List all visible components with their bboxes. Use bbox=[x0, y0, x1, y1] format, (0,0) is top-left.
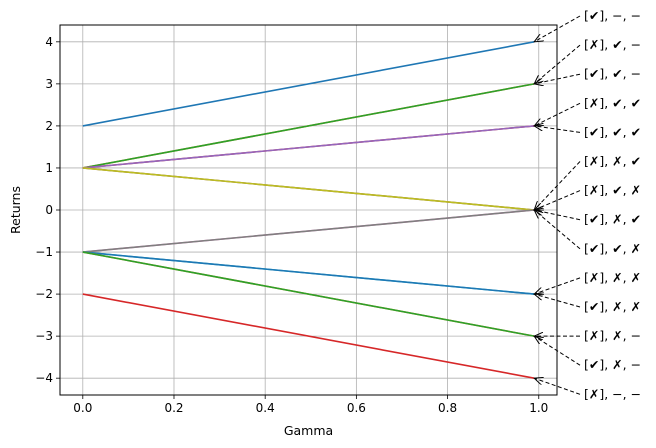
annotation-arrow bbox=[534, 277, 581, 294]
annotation-label: [✗], ✔, ✗ bbox=[584, 183, 641, 198]
annotation-arrow bbox=[534, 126, 581, 133]
series-line-2 bbox=[82, 83, 535, 169]
annotation-label: [✔], ✗, − bbox=[584, 357, 641, 372]
grid bbox=[60, 25, 557, 395]
annotation-arrow bbox=[534, 102, 581, 126]
x-tick-label: 0.8 bbox=[438, 401, 457, 415]
y-tick-label: −2 bbox=[35, 287, 53, 301]
annotation-arrow bbox=[534, 73, 581, 84]
annotation-label: [✔], ✗, ✗ bbox=[584, 299, 641, 314]
series-lines bbox=[82, 41, 535, 379]
annotation-label: [✗], −, − bbox=[584, 386, 641, 401]
annotation-label: [✗], ✗, ✔ bbox=[584, 154, 641, 169]
annotation-arrow bbox=[534, 294, 581, 308]
annotation-arrow bbox=[534, 336, 581, 366]
annotation-arrow bbox=[534, 161, 581, 211]
x-tick-label: 0.6 bbox=[347, 401, 366, 415]
x-tick-label: 0.4 bbox=[256, 401, 275, 415]
annotation-label: [✗], ✔, − bbox=[584, 37, 641, 52]
annotation-arrow bbox=[534, 190, 581, 210]
y-tick-label: 3 bbox=[45, 77, 53, 91]
annotation-label: [✔], ✔, ✔ bbox=[584, 124, 641, 139]
annotation-arrow bbox=[534, 15, 581, 42]
x-tick-label: 0.2 bbox=[164, 401, 183, 415]
y-tick-label: −1 bbox=[35, 245, 53, 259]
annotation-arrow bbox=[534, 44, 581, 84]
series-line-13 bbox=[82, 293, 535, 379]
annotation-label: [✗], ✔, ✔ bbox=[584, 95, 641, 110]
series-line-12 bbox=[82, 251, 535, 337]
y-tick-label: −4 bbox=[35, 371, 53, 385]
y-tick-label: 1 bbox=[45, 161, 53, 175]
annotation-label: [✔], ✗, ✔ bbox=[584, 212, 641, 227]
series-line-4 bbox=[82, 125, 535, 169]
annotation-label: [✔], −, − bbox=[584, 8, 641, 23]
axis-ticks: 0.0 0.2 0.4 0.6 0.8 1.0 −4 −3 −2 −1 0 1 2 3 4 bbox=[35, 35, 548, 415]
series-line-10 bbox=[82, 251, 535, 295]
y-tick-label: 4 bbox=[45, 35, 53, 49]
annotation-arrow bbox=[534, 378, 581, 395]
x-axis-label: Gamma bbox=[284, 423, 333, 438]
series-line-0 bbox=[82, 41, 535, 127]
series-line-6 bbox=[82, 167, 535, 211]
x-tick-label: 0.0 bbox=[73, 401, 92, 415]
annotation-label: [✔], ✔, ✗ bbox=[584, 241, 641, 256]
annotation-arrow bbox=[534, 210, 581, 250]
annotation-label: [✗], ✗, ✗ bbox=[584, 270, 641, 285]
y-axis-label: Returns bbox=[8, 186, 23, 234]
series-line-8 bbox=[82, 209, 535, 253]
annotation-label: [✗], ✗, − bbox=[584, 328, 641, 343]
y-tick-label: −3 bbox=[35, 329, 53, 343]
y-tick-label: 2 bbox=[45, 119, 53, 133]
y-tick-label: 0 bbox=[45, 203, 53, 217]
annotations: [✔], −, − [✗], ✔, − [✔], ✔, − [✗], ✔, ✔ [✔],… bbox=[534, 8, 641, 401]
x-tick-label: 1.0 bbox=[529, 401, 548, 415]
annotation-label: [✔], ✔, − bbox=[584, 66, 641, 81]
